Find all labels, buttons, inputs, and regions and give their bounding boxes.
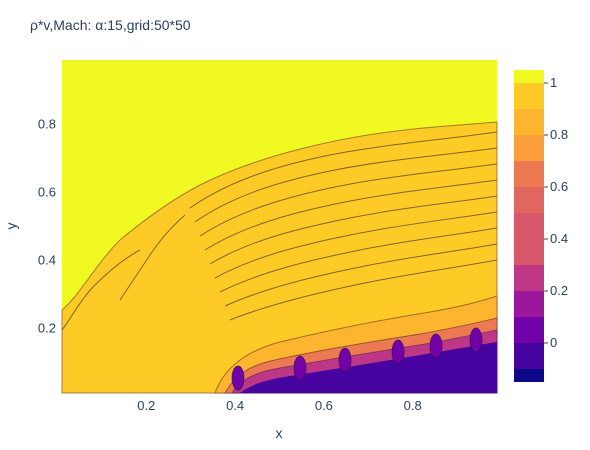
colorbar-swatch [514,161,544,187]
wake-ripples [231,327,483,391]
colorbar-tick-label: 0.8 [550,127,568,142]
x-tick-label: 0.8 [404,398,422,413]
contour-line [61,249,141,331]
x-axis-ticks: 0.2 0.4 0.6 0.8 [137,398,421,413]
x-axis-label: x [276,425,283,441]
contour-line [204,179,498,251]
ripple [231,365,245,391]
colorbar-swatch [514,187,544,213]
y-axis-label: y [3,223,19,230]
contour-line [224,243,498,307]
colorbar-swatch [514,70,544,83]
ripple [338,347,352,373]
y-tick-label: 0.8 [38,117,56,132]
y-tick-label: 0.2 [38,320,56,335]
ripple [293,355,307,381]
colorbar: 0 0.2 0.4 0.6 0.8 1 [514,70,568,382]
contour-lines [61,131,498,331]
chart-title: ρ*v,Mach: α:15,grid:50*50 [30,17,191,33]
plot-area [61,60,498,394]
contour-line [194,147,498,223]
ripple [469,327,483,353]
colorbar-tick-label: 0.4 [550,231,568,246]
x-tick-label: 0.6 [315,398,333,413]
colorbar-swatch [514,265,544,291]
colorbar-swatch [514,213,544,239]
contour-line [199,163,498,237]
contour-line [209,195,498,265]
x-tick-label: 0.2 [137,398,155,413]
colorbar-swatch [514,135,544,161]
contour-line [189,131,498,209]
ripple [391,339,405,365]
ripple [429,333,443,359]
y-tick-label: 0.4 [38,252,56,267]
colorbar-swatch [514,83,544,109]
contour-line [214,211,498,279]
colorbar-tick-label: 0.2 [550,283,568,298]
contour-line [219,227,498,293]
colorbar-swatch [514,291,544,317]
colorbar-swatch [514,109,544,135]
colorbar-swatch [514,317,544,343]
colorbar-tick-label: 1 [550,75,557,90]
colorbar-tick-label: 0 [550,335,557,350]
colorbar-swatch [514,369,544,382]
x-tick-label: 0.4 [226,398,244,413]
contour-line [119,214,186,301]
contour-line [229,259,498,321]
y-axis-ticks: 0.2 0.4 0.6 0.8 [38,117,56,336]
colorbar-swatch [514,239,544,265]
colorbar-tick-label: 0.6 [550,179,568,194]
colorbar-swatch [514,343,544,369]
y-tick-label: 0.6 [38,185,56,200]
